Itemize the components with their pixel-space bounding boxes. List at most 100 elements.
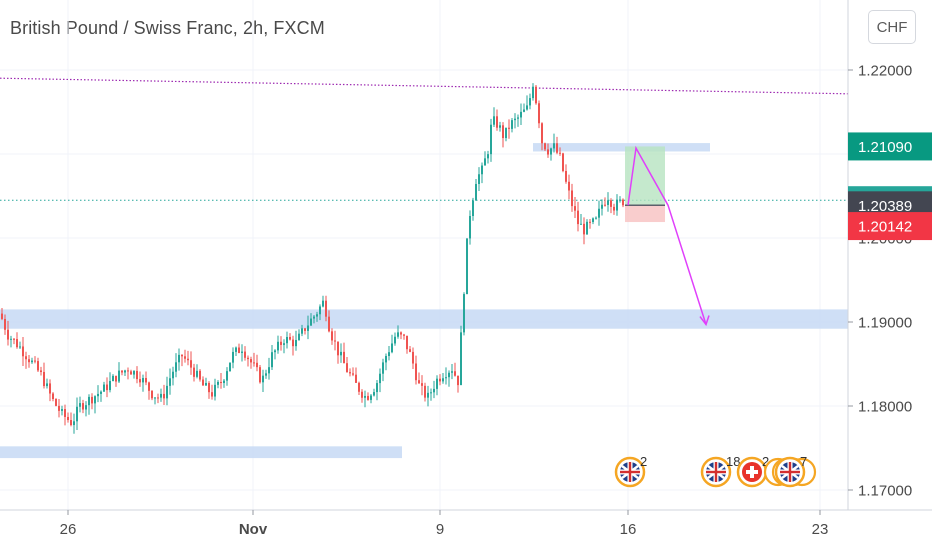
candle-body (487, 154, 489, 159)
price-tag-box (848, 212, 932, 241)
candle-body (364, 395, 366, 398)
support-resistance-zone (533, 143, 710, 152)
candle-body (502, 125, 504, 139)
candle-body (451, 371, 453, 373)
candle-body (343, 351, 345, 364)
candle-body (334, 340, 336, 342)
currency-button[interactable]: CHF (868, 10, 916, 44)
candle-body (616, 199, 618, 211)
candle-body (178, 354, 180, 363)
candle-body (463, 294, 465, 333)
candle-body (436, 378, 438, 389)
price-tag: 1.21090 (848, 132, 932, 161)
candle-body (553, 143, 555, 149)
candle-body (421, 383, 423, 386)
candle-body (265, 373, 267, 376)
candle-body (94, 396, 96, 404)
candle-body (322, 300, 324, 307)
candle-body (376, 383, 378, 393)
candle-body (370, 395, 372, 400)
candle-body (577, 210, 579, 225)
candle-body (262, 375, 264, 383)
candle-body (64, 409, 66, 417)
flag-stripe (628, 462, 632, 482)
candle-body (79, 403, 81, 407)
candle-body (163, 393, 165, 399)
candle-body (607, 200, 609, 205)
candle-body (40, 370, 42, 372)
time-axis-label: Nov (239, 521, 268, 538)
candle-body (454, 371, 456, 376)
candle-body (148, 382, 150, 391)
economic-event-multi-icon[interactable]: 7 (763, 454, 817, 488)
candle-body (412, 351, 414, 364)
candle-body (505, 127, 507, 139)
candle-body (352, 373, 354, 375)
candle-body (43, 371, 45, 387)
candle-body (568, 181, 570, 191)
candle-body (220, 381, 222, 384)
event-count: 2 (640, 454, 647, 469)
candle-body (184, 356, 186, 359)
candle-body (484, 158, 486, 166)
candle-body (529, 98, 531, 106)
candle-body (547, 149, 549, 155)
time-axis-label: 26 (60, 521, 77, 538)
event-count: 7 (800, 454, 807, 469)
candle-body (514, 118, 516, 121)
candle-body (61, 409, 63, 411)
candle-body (622, 199, 624, 206)
candle-body (511, 120, 513, 129)
candle-body (391, 343, 393, 353)
candle-body (172, 371, 174, 379)
price-axis-label: 1.19000 (858, 315, 912, 332)
candle-body (442, 378, 444, 382)
candle-body (130, 371, 132, 375)
candle-body (592, 218, 594, 223)
candle-body (202, 379, 204, 386)
candle-body (259, 367, 261, 383)
price-tag-label: 1.21090 (858, 139, 912, 156)
candle-body (604, 204, 606, 206)
candle-body (496, 116, 498, 128)
candle-body (52, 393, 54, 399)
time-axis-label: 16 (620, 521, 637, 538)
candle-body (151, 390, 153, 399)
candle-body (397, 332, 399, 337)
candle-body (523, 109, 525, 112)
candle-body (478, 174, 480, 184)
candle-body (235, 347, 237, 352)
candle-body (346, 363, 348, 373)
candle-body (1, 313, 3, 319)
candle-body (34, 360, 36, 362)
candle-body (415, 363, 417, 381)
price-axis-label: 1.22000 (858, 63, 912, 80)
candle-body (481, 165, 483, 175)
economic-event-uk-icon[interactable]: 2 (614, 454, 647, 488)
candle-body (601, 204, 603, 209)
candle-body (109, 381, 111, 391)
candle-body (394, 336, 396, 344)
economic-event-uk-icon[interactable]: 18 (700, 454, 740, 488)
candle-body (319, 306, 321, 315)
candle-body (208, 382, 210, 393)
candle-body (118, 370, 120, 382)
candle-body (301, 328, 303, 334)
candle-body (466, 238, 468, 295)
candle-body (196, 370, 198, 377)
candle-body (283, 343, 285, 345)
candle-body (37, 361, 39, 371)
candle-body (85, 405, 87, 410)
candle-body (160, 393, 162, 398)
candle-body (136, 370, 138, 380)
candle-body (22, 346, 24, 357)
candle-body (232, 351, 234, 363)
flag-stripe (788, 462, 792, 482)
candle-body (10, 338, 12, 340)
position-target-zone (625, 146, 665, 206)
candle-body (70, 420, 72, 426)
candle-body (223, 380, 225, 384)
candle-body (439, 378, 441, 382)
candle-body (475, 183, 477, 201)
